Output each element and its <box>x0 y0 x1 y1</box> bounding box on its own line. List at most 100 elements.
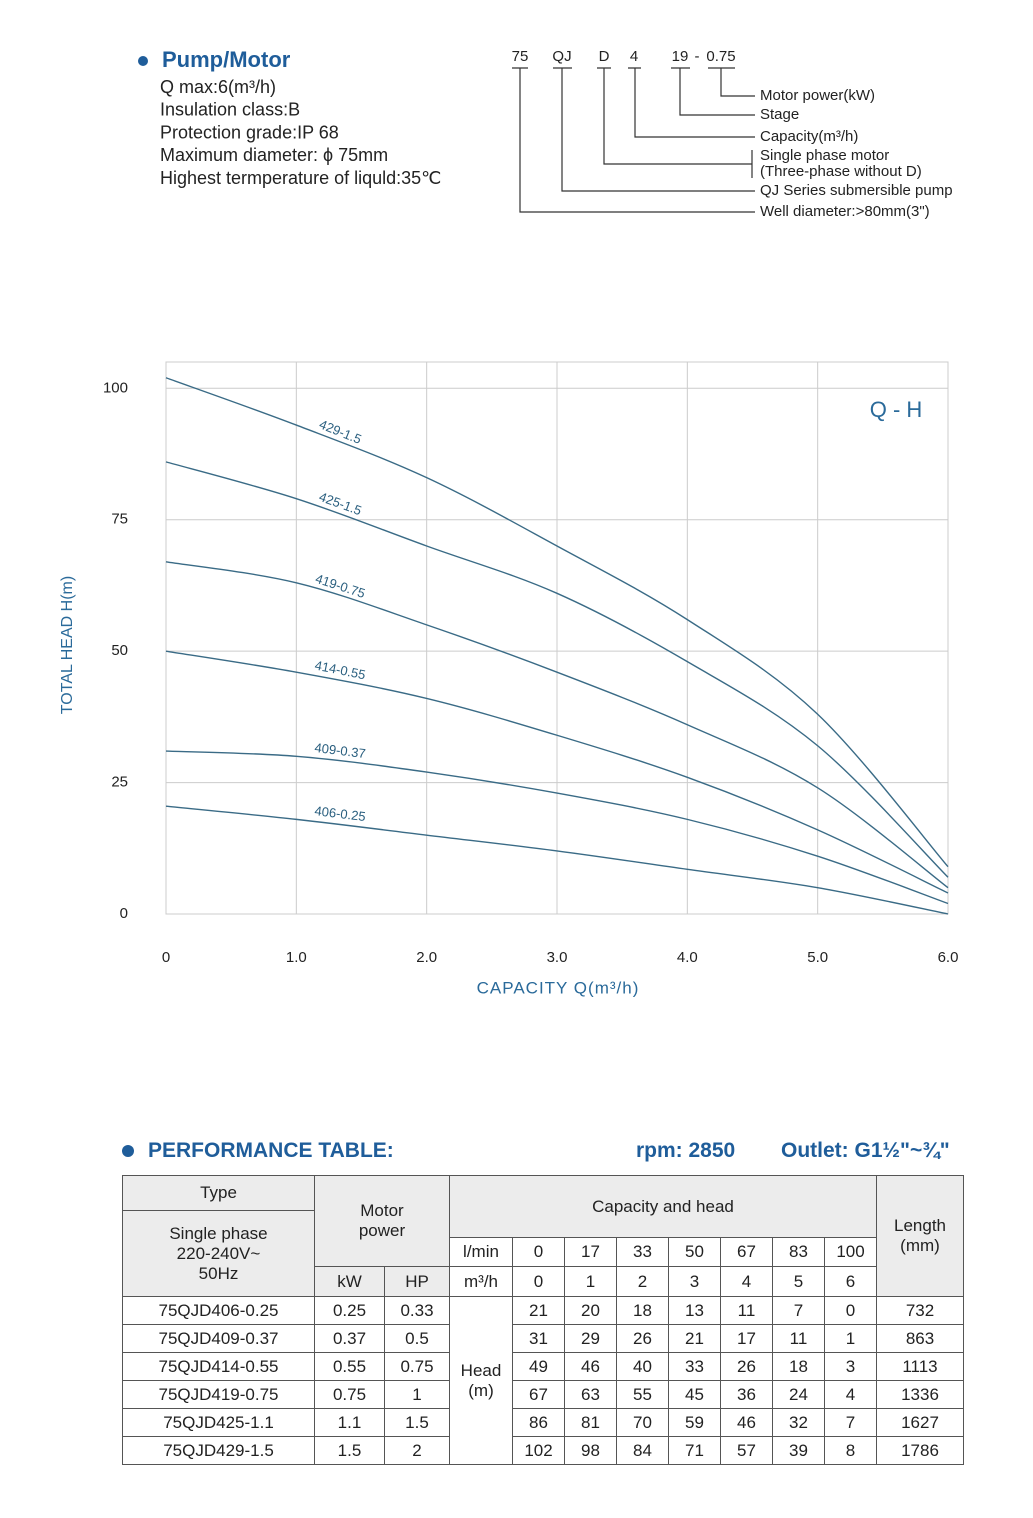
cell-text: 7 <box>793 1300 804 1320</box>
table-cell: 8 <box>824 1436 877 1465</box>
cell-text: 2 <box>637 1271 648 1291</box>
table-cell: 86 <box>512 1408 565 1437</box>
cell-text: 67 <box>529 1384 548 1404</box>
table-cell: 1627 <box>876 1408 964 1437</box>
cell-text: 21 <box>529 1300 548 1320</box>
table-cell: 84 <box>616 1436 669 1465</box>
series-line <box>165 650 949 894</box>
cell-text: 0.5 <box>405 1328 429 1348</box>
table-cell: 46 <box>720 1408 773 1437</box>
cell-text: 59 <box>685 1412 704 1432</box>
table-cell: 40 <box>616 1352 669 1381</box>
x-tick-label: 1.0 <box>286 949 307 966</box>
series-label: 406-0.25 <box>314 803 367 824</box>
code-lines <box>512 67 755 213</box>
rpm: rpm: 2850 <box>636 1139 736 1162</box>
y-tick-label: 100 <box>103 379 128 396</box>
cell-text: 81 <box>581 1412 600 1432</box>
spec: Protection grade:IP 68 <box>160 122 339 142</box>
bullet <box>122 1145 134 1157</box>
cell-text: 1 <box>412 1384 422 1404</box>
cell-text: 83 <box>789 1242 808 1261</box>
table-cell: 67 <box>512 1380 565 1409</box>
series-label: 414-0.55 <box>314 658 367 683</box>
cell-text: 75QJD425-1.1 <box>163 1412 274 1432</box>
table-cell: 5 <box>772 1266 825 1297</box>
code-part: 75 <box>512 48 529 65</box>
cell-text: 55 <box>633 1384 652 1404</box>
cell-text: 0.75 <box>332 1384 367 1404</box>
table-cell: 732 <box>876 1296 964 1325</box>
table-cell: 18 <box>616 1296 669 1325</box>
table-cell: l/min <box>449 1237 513 1267</box>
cell-text: Motor <box>360 1201 404 1220</box>
table-cell: 75QJD414-0.55 <box>122 1352 315 1381</box>
cell-text: 0 <box>533 1271 544 1291</box>
cell-text: m³/h <box>464 1271 498 1291</box>
cell-text: 6 <box>845 1271 856 1291</box>
cell-text: 18 <box>789 1356 808 1376</box>
spec: Highest termperature of liquld:35℃ <box>160 168 441 188</box>
cell-text: 4 <box>741 1271 752 1291</box>
code-description: Capacity(m³/h) <box>760 128 858 145</box>
table-cell: 57 <box>720 1436 773 1465</box>
series-line <box>165 461 949 878</box>
code-part: QJ <box>552 48 571 65</box>
table-cell: 21 <box>512 1296 565 1325</box>
cell-text: 11 <box>737 1300 756 1320</box>
cell-text: kW <box>337 1271 362 1291</box>
table-cell: Capacity and head <box>449 1175 877 1238</box>
code-part: 4 <box>630 48 638 65</box>
cell-text: power <box>358 1221 406 1240</box>
cell-text: 0.25 <box>332 1300 367 1320</box>
series-label: 409-0.37 <box>314 740 367 761</box>
table-cell: 24 <box>772 1380 825 1409</box>
table-cell: 1 <box>384 1380 450 1409</box>
y-tick-label: 75 <box>111 511 128 528</box>
cell-text: 100 <box>836 1242 865 1261</box>
bullet <box>138 56 148 66</box>
cell-text: 32 <box>789 1412 808 1432</box>
table-cell: 1786 <box>876 1436 964 1465</box>
table-cell: 100 <box>824 1237 877 1267</box>
table-cell: 2 <box>384 1436 450 1465</box>
cell-text: 36 <box>737 1384 756 1404</box>
cell-text: HP <box>405 1271 429 1291</box>
cell-text: 26 <box>737 1356 756 1376</box>
series-label: 419-0.75 <box>314 571 367 601</box>
y-tick-label: 0 <box>120 905 128 922</box>
cell-text: 57 <box>737 1440 756 1460</box>
title: Pump/Motor <box>162 47 291 72</box>
table-cell: 1 <box>824 1324 877 1353</box>
table-cell: 3 <box>668 1266 721 1297</box>
table-cell: HP <box>384 1266 450 1297</box>
table-cell: 102 <box>512 1436 565 1465</box>
cell-text: 17 <box>581 1242 600 1261</box>
x-tick-label: 3.0 <box>547 949 568 966</box>
table-cell: Single phase 220-240V~ 50Hz <box>122 1210 315 1297</box>
x-axis-label: CAPACITY Q(m³/h) <box>477 978 640 997</box>
x-tick-label: 5.0 <box>807 949 828 966</box>
cell-text: 0.33 <box>400 1300 434 1320</box>
cell-text: 63 <box>581 1384 600 1404</box>
cell-text: 863 <box>905 1328 935 1348</box>
table-cell: 21 <box>668 1324 721 1353</box>
table-cell: 33 <box>668 1352 721 1381</box>
table-cell: 45 <box>668 1380 721 1409</box>
cell-text: Single phase <box>169 1223 268 1243</box>
cell-text: 33 <box>685 1356 704 1376</box>
cell-text: 0 <box>533 1242 544 1261</box>
code-description: Well diameter:>80mm(3") <box>760 203 930 220</box>
table-cell: 75QJD425-1.1 <box>122 1408 315 1437</box>
cell-text: 3 <box>845 1356 856 1376</box>
cell-text: 33 <box>633 1242 652 1261</box>
cell-text: 39 <box>789 1440 808 1460</box>
cell-text: 102 <box>524 1440 553 1460</box>
code-description: Stage <box>760 106 799 123</box>
cell-text: 1.1 <box>337 1412 362 1432</box>
table-cell: 0.33 <box>384 1296 450 1325</box>
cell-text: 75QJD406-0.25 <box>158 1300 279 1320</box>
table-cell: 7 <box>824 1408 877 1437</box>
y-tick-label: 25 <box>111 774 128 791</box>
cell-text: 31 <box>529 1328 548 1348</box>
